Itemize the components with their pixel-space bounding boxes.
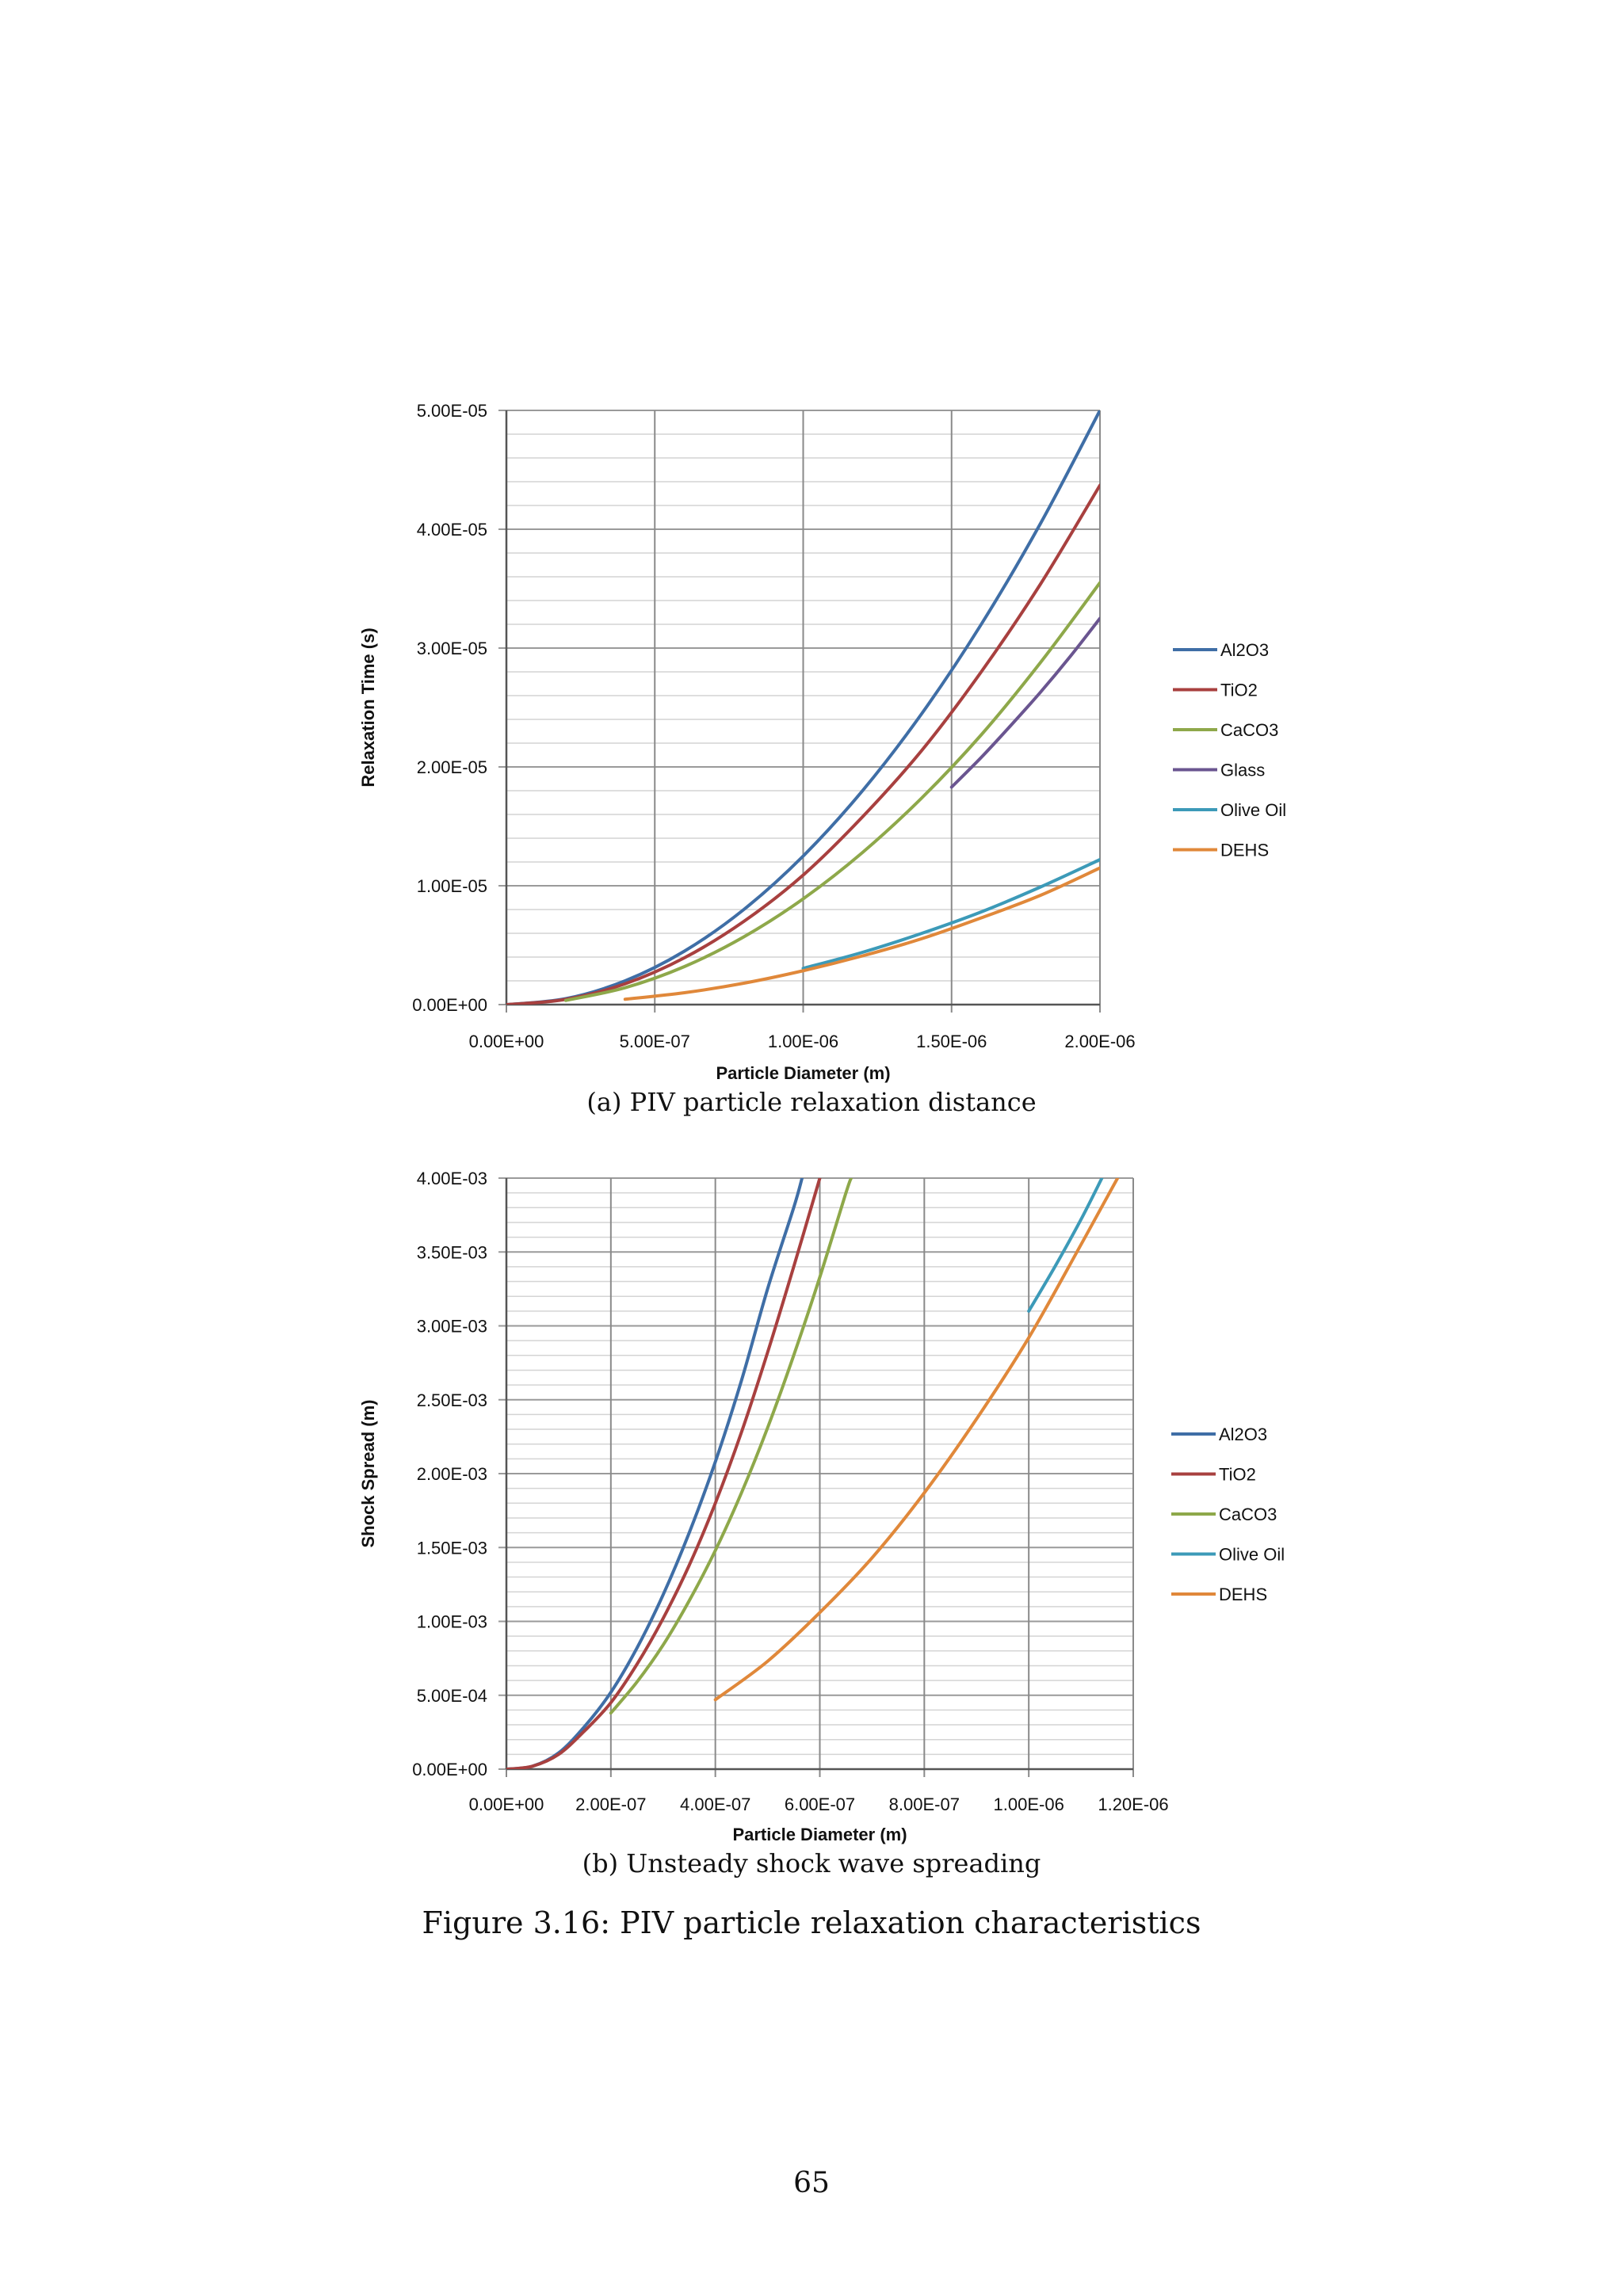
- y-tick-label: 3.00E-03: [417, 1317, 487, 1337]
- x-tick-label: 6.00E-07: [785, 1794, 855, 1814]
- series-line-caco3: [563, 581, 1100, 1002]
- y-axis-label: Shock Spread (m): [358, 1399, 378, 1547]
- legend-label-glass: Glass: [1220, 761, 1265, 780]
- y-axis-label: Relaxation Time (s): [358, 627, 378, 787]
- subfigure-caption-a: (a) PIV particle relaxation distance: [586, 1087, 1037, 1117]
- x-tick-label: 1.20E-06: [1098, 1794, 1168, 1814]
- x-tick-label: 0.00E+00: [469, 1032, 544, 1051]
- x-tick-label: 0.00E+00: [469, 1794, 544, 1814]
- y-tick-label: 4.00E-03: [417, 1169, 487, 1188]
- series-line-caco3: [609, 1178, 854, 1715]
- x-tick-label: 1.00E-06: [768, 1032, 838, 1051]
- legend-label-olive-oil: Olive Oil: [1220, 800, 1286, 820]
- y-tick-label: 5.00E-05: [417, 401, 487, 421]
- shock-spread-chart: 0.00E+00 5.00E-04 1.00E-03 1.50E-03 2.00E-03…: [358, 1169, 1285, 1844]
- x-tick-label: 4.00E-07: [680, 1794, 750, 1814]
- legend-label-tio2: TiO2: [1220, 681, 1258, 700]
- legend-label-dehs: DEHS: [1219, 1585, 1267, 1604]
- x-axis-label: Particle Diameter (m): [716, 1063, 890, 1083]
- series-line-dehs: [623, 866, 1100, 1001]
- y-tick-label: 2.00E-05: [417, 757, 487, 777]
- y-tick-label: 1.00E-03: [417, 1612, 487, 1632]
- legend-label-al2o3: Al2O3: [1219, 1425, 1267, 1444]
- series-line-glass: [949, 616, 1100, 789]
- y-tick-label: 0.00E+00: [412, 1760, 487, 1779]
- x-axis-label: Particle Diameter (m): [732, 1825, 907, 1844]
- figure-caption: Figure 3.16: PIV particle relaxation cha…: [422, 1905, 1201, 1940]
- series-line-olive-oil: [1027, 1178, 1104, 1313]
- y-tick-label: 4.00E-05: [417, 520, 487, 540]
- series-line-olive-oil: [801, 858, 1100, 971]
- series-line-tio2: [506, 1178, 822, 1769]
- x-tick-label: 1.00E-06: [994, 1794, 1064, 1814]
- x-tick-label: 5.00E-07: [620, 1032, 690, 1051]
- y-tick-label: 2.00E-03: [417, 1464, 487, 1484]
- y-tick-label: 3.50E-03: [417, 1242, 487, 1262]
- legend-label-caco3: CaCO3: [1219, 1505, 1277, 1524]
- x-tick-label: 8.00E-07: [889, 1794, 960, 1814]
- relaxation-time-chart: 0.00E+00 1.00E-05 2.00E-05 3.00E-05 4.00E-05…: [358, 401, 1286, 1083]
- y-tick-label: 2.50E-03: [417, 1390, 487, 1410]
- series-line-al2o3: [506, 410, 1100, 1005]
- series-line-dehs: [713, 1178, 1120, 1702]
- legend-label-dehs: DEHS: [1220, 841, 1269, 860]
- legend-label-caco3: CaCO3: [1220, 720, 1278, 740]
- x-tick-label: 1.50E-06: [916, 1032, 987, 1051]
- page-number: 65: [793, 2167, 830, 2199]
- legend-label-olive-oil: Olive Oil: [1219, 1545, 1285, 1565]
- series-line-tio2: [506, 483, 1100, 1005]
- subfigure-caption-b: (b) Unsteady shock wave spreading: [582, 1848, 1041, 1878]
- x-tick-label: 2.00E-07: [575, 1794, 646, 1814]
- legend-label-tio2: TiO2: [1219, 1465, 1256, 1485]
- y-tick-label: 1.00E-05: [417, 876, 487, 896]
- y-tick-label: 1.50E-03: [417, 1538, 487, 1558]
- y-tick-label: 0.00E+00: [412, 995, 487, 1015]
- legend-label-al2o3: Al2O3: [1220, 640, 1269, 660]
- x-tick-label: 2.00E-06: [1064, 1032, 1135, 1051]
- y-tick-label: 3.00E-05: [417, 639, 487, 658]
- y-tick-label: 5.00E-04: [417, 1686, 487, 1706]
